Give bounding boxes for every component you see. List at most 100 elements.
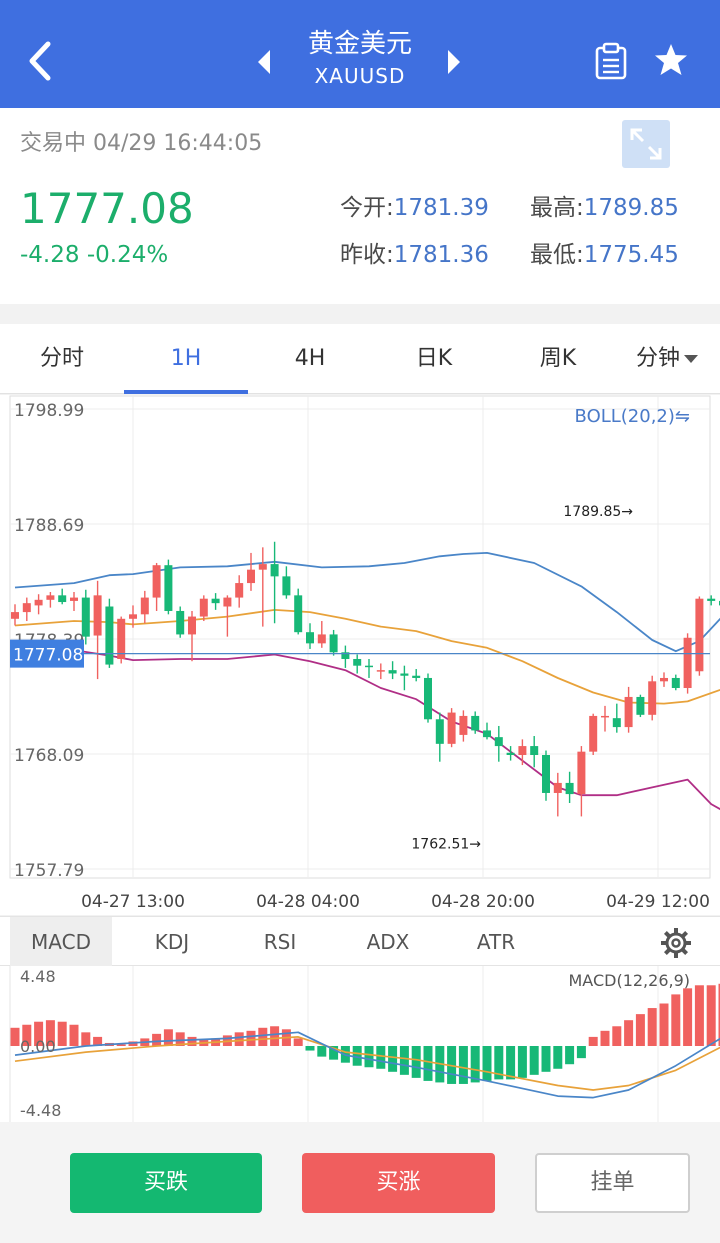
y-tick-label: 1788.69 [14, 516, 84, 536]
candle [129, 614, 137, 619]
indicator-tab-kdj[interactable]: KDJ [154, 930, 190, 954]
current-price-tag [10, 639, 84, 668]
candle [612, 718, 621, 728]
candle [494, 737, 503, 747]
x-tick-label: 04-27 13:00 [81, 892, 185, 912]
tab-weekly[interactable]: 周K [539, 346, 577, 371]
tab-1h[interactable]: 1H [170, 346, 202, 371]
tab-timeshare[interactable]: 分时 [39, 346, 84, 371]
macd-histogram-bar [116, 1044, 126, 1046]
trading-status: 交易中 04/29 16:44:05 [20, 131, 263, 156]
boll-label: BOLL(20,2)⇋ [575, 406, 690, 427]
macd-histogram-bar [470, 1046, 480, 1083]
macd-histogram-bar [352, 1046, 362, 1066]
buy-up-button[interactable]: 买涨 [302, 1153, 495, 1213]
pending-order-button[interactable]: 挂单 [535, 1153, 690, 1213]
macd-histogram-bar [647, 1008, 657, 1046]
candle [506, 752, 515, 756]
symbol-code: XAUUSD [314, 64, 406, 88]
candle [247, 569, 255, 584]
macd-histogram-bar [293, 1038, 303, 1046]
indicator-tab-adx[interactable]: ADX [366, 930, 410, 954]
indicator-tab-macd[interactable]: MACD [10, 917, 112, 967]
action-bar: 买跌 买涨 挂单 [0, 1122, 720, 1243]
macd-histogram-bar [305, 1046, 315, 1051]
candle [211, 598, 220, 604]
candle [660, 677, 668, 682]
candle [341, 652, 350, 659]
indicator-tab-atr[interactable]: ATR [476, 930, 516, 954]
candle [542, 755, 550, 793]
favorite-star-icon[interactable] [653, 42, 689, 80]
macd-label: MACD(12,26,9) [568, 971, 690, 990]
candle [34, 599, 43, 606]
candle [577, 751, 586, 795]
high-value: 1789.85 [583, 195, 679, 221]
macd-histogram-bar [694, 985, 704, 1046]
macd-histogram-bar [529, 1046, 539, 1075]
indicator-tabs: MACD KDJ RSI ADX ATR [0, 916, 720, 967]
candle [365, 665, 373, 668]
price-chart[interactable]: 1798.991788.691778.391768.091757.791777.… [0, 395, 720, 915]
macd-histogram-bar [57, 1021, 67, 1046]
next-symbol-icon[interactable] [446, 49, 462, 75]
macd-histogram-bar [659, 1003, 669, 1046]
tab-daily[interactable]: 日K [415, 346, 453, 371]
macd-histogram-bar [399, 1046, 409, 1075]
macd-histogram-bar [517, 1046, 527, 1078]
candle [624, 696, 633, 728]
min-price-marker: 1762.51→ [411, 836, 481, 852]
indicator-tab-rsi[interactable]: RSI [263, 930, 297, 954]
macd-histogram-bar [565, 1046, 575, 1065]
top-bar: 黄金美元 XAUUSD [0, 0, 720, 108]
tab-4h[interactable]: 4H [294, 346, 326, 371]
candle [671, 677, 680, 689]
candle [117, 618, 126, 659]
macd-histogram-bar [234, 1032, 244, 1046]
macd-histogram-bar [317, 1046, 327, 1057]
fullscreen-icon[interactable] [622, 120, 670, 168]
macd-histogram-bar [152, 1033, 162, 1046]
candle [530, 746, 539, 756]
open-value: 1781.39 [393, 195, 489, 221]
candle [376, 670, 385, 672]
macd-histogram-bar [69, 1024, 79, 1046]
candle [70, 597, 78, 601]
tab-minute-dropdown[interactable]: 分钟 [614, 324, 720, 394]
macd-histogram-bar [81, 1032, 91, 1046]
clipboard-icon[interactable] [593, 42, 629, 80]
macd-dea-line [14, 1031, 720, 1099]
macd-histogram-bar [553, 1046, 563, 1069]
price-change: -4.28 -0.24% [20, 242, 169, 268]
candle [317, 634, 326, 644]
macd-histogram-bar [423, 1046, 433, 1081]
macd-histogram-bar [494, 1046, 504, 1080]
candle [294, 595, 303, 633]
macd-histogram-bar [612, 1026, 622, 1046]
macd-histogram-bar [683, 988, 693, 1046]
settings-gear-icon[interactable] [660, 927, 692, 959]
low-value: 1775.45 [583, 242, 679, 268]
candle [695, 598, 704, 672]
macd-histogram-bar [718, 983, 720, 1046]
macd-histogram-bar [506, 1046, 516, 1080]
macd-chart[interactable]: 4.48 0.00 -4.48 MACD(12,26,9) [0, 966, 720, 1122]
macd-histogram-bar [600, 1030, 610, 1046]
candle [93, 595, 102, 636]
candle [152, 565, 161, 598]
candle [282, 576, 291, 596]
prev-close-field: 昨收:1781.36 [340, 235, 489, 269]
prev-symbol-icon[interactable] [256, 49, 272, 75]
macd-panel[interactable]: 4.48 0.00 -4.48 MACD(12,26,9) [0, 966, 720, 1122]
current-price-label: 1777.08 [13, 646, 83, 666]
quote-panel: 交易中 04/29 16:44:05 1777.08 -4.28 -0.24% … [0, 108, 720, 304]
macd-histogram-bar [34, 1021, 44, 1046]
candle [471, 715, 480, 731]
buy-down-button[interactable]: 买跌 [70, 1153, 262, 1213]
macd-histogram-bar [588, 1036, 598, 1046]
candlestick-chart[interactable]: 1798.991788.691778.391768.091757.791777.… [0, 395, 720, 915]
candle [306, 632, 314, 644]
chevron-down-icon [684, 355, 698, 363]
back-arrow-icon[interactable] [22, 38, 62, 84]
macd-histogram-bar [93, 1036, 103, 1046]
